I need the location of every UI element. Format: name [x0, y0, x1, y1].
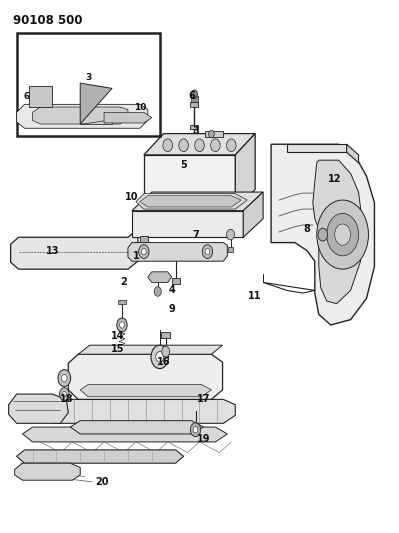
Circle shape [156, 352, 164, 362]
Polygon shape [132, 211, 243, 237]
Polygon shape [128, 243, 227, 261]
Circle shape [139, 245, 149, 259]
Text: 1: 1 [132, 251, 139, 261]
Polygon shape [9, 394, 68, 423]
Text: 5: 5 [180, 160, 187, 171]
Circle shape [162, 346, 170, 357]
Circle shape [151, 345, 168, 368]
Bar [172, 278, 180, 284]
Polygon shape [17, 104, 148, 128]
Circle shape [205, 248, 210, 255]
Polygon shape [144, 134, 255, 155]
Polygon shape [313, 160, 363, 304]
Text: 15: 15 [111, 344, 125, 354]
Text: 7: 7 [192, 230, 199, 240]
Circle shape [142, 248, 146, 255]
Polygon shape [271, 144, 374, 325]
Polygon shape [243, 192, 263, 237]
Polygon shape [78, 345, 223, 354]
Text: 13: 13 [45, 246, 59, 255]
Polygon shape [70, 421, 203, 434]
Text: 17: 17 [197, 394, 210, 405]
Polygon shape [148, 272, 172, 282]
Circle shape [195, 139, 204, 152]
Text: 6: 6 [24, 92, 30, 101]
Bar [161, 332, 170, 338]
Circle shape [61, 374, 67, 382]
Polygon shape [205, 131, 223, 138]
Polygon shape [80, 384, 211, 397]
Circle shape [193, 426, 198, 433]
Polygon shape [132, 192, 263, 211]
Text: 3: 3 [85, 74, 91, 83]
Text: 10: 10 [134, 103, 146, 112]
Polygon shape [32, 107, 128, 124]
Bar [17, 33, 160, 136]
Circle shape [62, 391, 66, 397]
Circle shape [163, 139, 172, 152]
Polygon shape [140, 196, 241, 207]
Polygon shape [287, 144, 347, 152]
Circle shape [154, 287, 161, 296]
Polygon shape [11, 229, 138, 269]
Circle shape [209, 131, 214, 138]
Polygon shape [23, 427, 227, 442]
Text: 11: 11 [249, 290, 262, 301]
Polygon shape [144, 155, 235, 211]
Circle shape [191, 90, 198, 99]
Polygon shape [347, 144, 359, 163]
Text: 14: 14 [111, 330, 125, 341]
Circle shape [58, 369, 71, 386]
Circle shape [179, 139, 188, 152]
Polygon shape [136, 193, 247, 209]
Circle shape [120, 322, 124, 328]
Bar [140, 236, 148, 241]
Polygon shape [68, 354, 223, 399]
Polygon shape [235, 134, 255, 211]
Polygon shape [15, 463, 80, 480]
Bar [119, 300, 126, 304]
Circle shape [227, 229, 235, 240]
Text: 18: 18 [59, 394, 73, 405]
Circle shape [59, 387, 69, 400]
Circle shape [327, 213, 359, 256]
Polygon shape [104, 112, 152, 123]
Bar [190, 125, 198, 130]
Text: 16: 16 [157, 357, 170, 367]
Text: 12: 12 [328, 174, 342, 184]
Circle shape [317, 200, 369, 269]
Text: 10: 10 [125, 192, 139, 203]
Text: 6: 6 [188, 91, 195, 101]
Polygon shape [40, 399, 235, 423]
Polygon shape [80, 83, 112, 124]
Text: 3: 3 [192, 126, 199, 136]
Circle shape [211, 139, 220, 152]
Text: 20: 20 [95, 477, 109, 487]
Circle shape [227, 139, 236, 152]
Text: 4: 4 [168, 286, 175, 295]
Text: 19: 19 [197, 434, 210, 445]
Text: 9: 9 [168, 304, 175, 314]
Text: 8: 8 [303, 224, 310, 235]
Bar [191, 96, 198, 102]
Polygon shape [17, 450, 184, 463]
Circle shape [335, 224, 351, 245]
Text: 90108 500: 90108 500 [13, 14, 82, 27]
Circle shape [190, 423, 201, 437]
Circle shape [318, 228, 328, 241]
Bar [228, 247, 233, 252]
Polygon shape [28, 86, 52, 107]
Text: 2: 2 [120, 278, 127, 287]
Circle shape [202, 245, 213, 259]
Bar [190, 102, 198, 107]
Polygon shape [80, 119, 112, 124]
Circle shape [117, 318, 127, 332]
